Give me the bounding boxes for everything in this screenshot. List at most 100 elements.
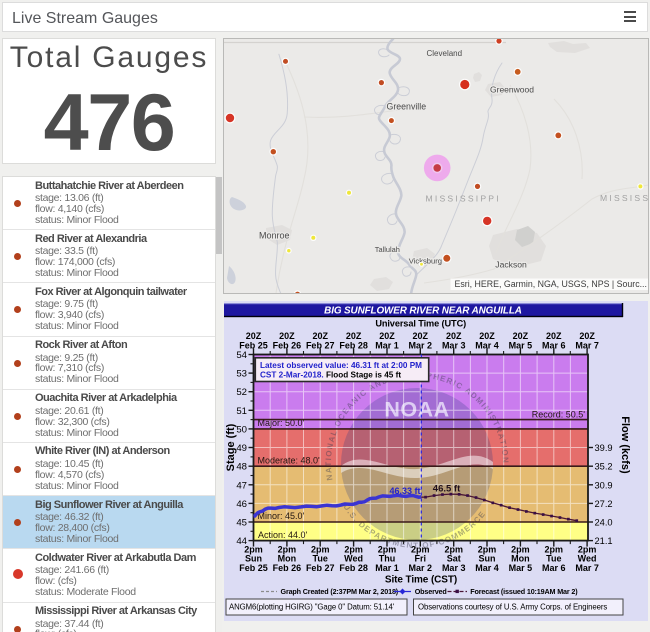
svg-text:Sat: Sat — [447, 554, 461, 564]
svg-text:Mar 4: Mar 4 — [475, 340, 499, 350]
svg-text:2pm: 2pm — [311, 544, 330, 554]
svg-text:Esri, HERE, Garmin, NGA, USGS,: Esri, HERE, Garmin, NGA, USGS, NPS | Sou… — [455, 279, 647, 289]
svg-text:Mon: Mon — [511, 554, 530, 564]
svg-text:49: 49 — [236, 443, 247, 454]
svg-text:Feb 28: Feb 28 — [339, 563, 368, 573]
svg-text:2pm: 2pm — [478, 544, 497, 554]
svg-text:Mar 3: Mar 3 — [442, 340, 466, 350]
svg-text:20Z: 20Z — [446, 331, 462, 341]
svg-text:Wed: Wed — [344, 554, 363, 564]
svg-text:Universal Time (UTC): Universal Time (UTC) — [375, 318, 466, 328]
svg-text:51: 51 — [236, 406, 247, 417]
svg-text:Feb 26: Feb 26 — [273, 340, 302, 350]
svg-text:Latest observed value: 46.31: Latest observed value: 46.31 ft at 2:00 … — [260, 361, 422, 370]
svg-text:46.33 ft: 46.33 ft — [389, 486, 420, 496]
svg-text:20Z: 20Z — [546, 331, 562, 341]
svg-text:Moderate: 48.0': Moderate: 48.0' — [258, 455, 321, 465]
svg-text:Feb 25: Feb 25 — [239, 563, 268, 573]
svg-text:Greenwood: Greenwood — [490, 85, 534, 95]
svg-text:2pm: 2pm — [444, 544, 463, 554]
svg-text:2pm: 2pm — [244, 544, 263, 554]
svg-text:Feb 28: Feb 28 — [339, 340, 368, 350]
svg-text:MISSISSI: MISSISSI — [600, 193, 648, 203]
svg-text:Graph Created (2:37PM Mar 2, 2: Graph Created (2:37PM Mar 2, 2018) — [281, 587, 399, 596]
svg-text:NOAA: NOAA — [384, 398, 449, 422]
svg-text:Mon: Mon — [278, 554, 297, 564]
svg-text:Mar 7: Mar 7 — [575, 340, 599, 350]
svg-text:2pm: 2pm — [578, 544, 597, 554]
svg-text:39.9: 39.9 — [595, 443, 613, 453]
svg-text:20Z: 20Z — [279, 331, 295, 341]
svg-text:24.0: 24.0 — [595, 518, 613, 528]
svg-text:47: 47 — [236, 480, 247, 491]
svg-text:Monroe: Monroe — [259, 231, 290, 241]
svg-text:CST 2-Mar-2018. Flood Stage i: CST 2-Mar-2018. Flood Stage is 45 ft — [260, 371, 401, 380]
svg-text:53: 53 — [236, 369, 247, 380]
svg-text:Mar 2: Mar 2 — [409, 340, 433, 350]
svg-text:20Z: 20Z — [513, 331, 529, 341]
svg-text:54: 54 — [236, 350, 247, 361]
svg-text:Mar 2: Mar 2 — [409, 563, 433, 573]
svg-text:Mar 1: Mar 1 — [375, 563, 399, 573]
svg-text:Tue: Tue — [313, 554, 328, 564]
svg-text:20Z: 20Z — [246, 331, 262, 341]
svg-text:Stage (ft): Stage (ft) — [225, 423, 237, 471]
svg-text:Thu: Thu — [379, 554, 396, 564]
svg-text:Mar 6: Mar 6 — [542, 563, 566, 573]
svg-text:Minor: 45.0': Minor: 45.0' — [258, 511, 305, 521]
svg-text:Observations courtesy of U.S.: Observations courtesy of U.S. Army Corps… — [418, 603, 607, 612]
svg-text:20Z: 20Z — [413, 331, 429, 341]
svg-text:Site Time (CST): Site Time (CST) — [385, 574, 457, 585]
svg-text:20Z: 20Z — [346, 331, 362, 341]
svg-text:Jackson: Jackson — [495, 260, 527, 270]
svg-text:Feb 27: Feb 27 — [306, 563, 335, 573]
svg-text:20Z: 20Z — [579, 331, 595, 341]
svg-text:Sun: Sun — [245, 554, 262, 564]
svg-text:Forecast (issued 10:19AM Mar 2: Forecast (issued 10:19AM Mar 2) — [470, 587, 578, 596]
svg-text:MISSISSIPPI: MISSISSIPPI — [426, 194, 501, 204]
svg-text:44: 44 — [236, 536, 247, 547]
svg-text:35.2: 35.2 — [595, 462, 613, 472]
svg-text:Observed: Observed — [415, 587, 447, 596]
svg-text:Cleveland: Cleveland — [427, 49, 463, 58]
svg-text:46.5 ft: 46.5 ft — [433, 483, 461, 494]
svg-text:Sun: Sun — [479, 554, 496, 564]
svg-text:Mar 1: Mar 1 — [375, 340, 399, 350]
svg-text:Fri: Fri — [415, 554, 427, 564]
svg-text:2pm: 2pm — [545, 544, 564, 554]
svg-text:Tue: Tue — [546, 554, 561, 564]
svg-text:2pm: 2pm — [278, 544, 297, 554]
svg-text:2pm: 2pm — [411, 544, 430, 554]
svg-text:2pm: 2pm — [511, 544, 530, 554]
svg-text:Feb 26: Feb 26 — [273, 563, 302, 573]
svg-text:Mar 3: Mar 3 — [442, 563, 466, 573]
svg-text:Tallulah: Tallulah — [375, 245, 400, 254]
svg-text:20Z: 20Z — [479, 331, 495, 341]
svg-text:21.1: 21.1 — [595, 536, 613, 546]
svg-text:Record: 50.5': Record: 50.5' — [532, 409, 586, 419]
svg-text:45: 45 — [236, 518, 247, 529]
svg-text:48: 48 — [236, 462, 247, 473]
svg-text:Mar 4: Mar 4 — [475, 563, 499, 573]
svg-text:Mar 7: Mar 7 — [575, 563, 599, 573]
svg-text:2pm: 2pm — [344, 544, 363, 554]
svg-text:50: 50 — [236, 424, 247, 435]
svg-text:27.2: 27.2 — [595, 499, 613, 509]
svg-text:2pm: 2pm — [378, 544, 397, 554]
svg-text:Vicksburg: Vicksburg — [409, 257, 442, 266]
svg-text:Wed: Wed — [578, 554, 597, 564]
svg-text:Major: 50.0': Major: 50.0' — [258, 418, 305, 428]
svg-text:Feb 27: Feb 27 — [306, 340, 335, 350]
svg-text:20Z: 20Z — [312, 331, 328, 341]
svg-text:Mar 5: Mar 5 — [509, 563, 533, 573]
svg-text:BIG SUNFLOWER RIVER NEAR ANGUI: BIG SUNFLOWER RIVER NEAR ANGUILLA — [324, 306, 522, 317]
svg-text:30.9: 30.9 — [595, 480, 613, 490]
svg-text:46: 46 — [236, 499, 247, 510]
svg-text:Feb 25: Feb 25 — [239, 340, 268, 350]
svg-text:52: 52 — [236, 387, 247, 398]
svg-text:Greenville: Greenville — [387, 102, 427, 112]
svg-text:Action: 44.0': Action: 44.0' — [258, 530, 308, 540]
svg-text:20Z: 20Z — [379, 331, 395, 341]
svg-text:Mar 6: Mar 6 — [542, 340, 566, 350]
svg-text:Mar 5: Mar 5 — [509, 340, 533, 350]
